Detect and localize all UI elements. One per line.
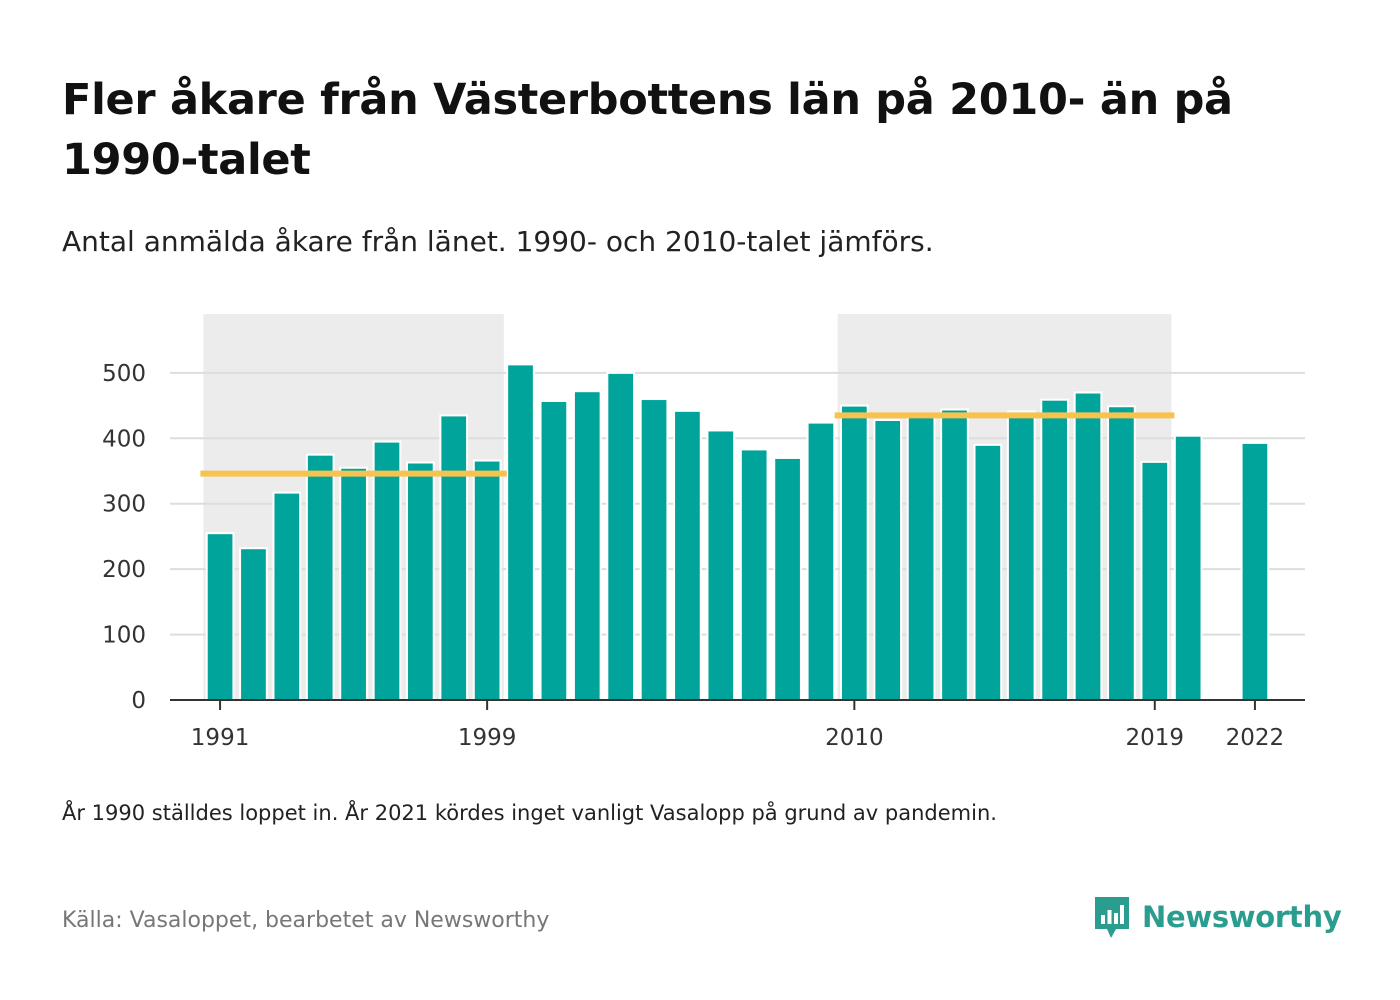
bar-2020: [1173, 434, 1203, 701]
bar-1996: [372, 440, 402, 702]
bar-2002: [572, 390, 602, 701]
newsworthy-logo-text: Newsworthy: [1142, 900, 1342, 934]
bar-chart: 0 100 200 300 400 500 1991 1999 2010 2019 2022: [102, 314, 1305, 751]
bar-1992: [239, 547, 268, 701]
y-tick-label: 300: [102, 492, 146, 518]
bar-2018: [1107, 405, 1136, 701]
bar-1991: [205, 532, 235, 701]
chart-subtitle: Antal anmälda åkare från länet. 1990- oc…: [62, 225, 934, 258]
bar-2007: [739, 448, 769, 701]
y-tick-label: 500: [102, 361, 146, 387]
decade-averages: [200, 412, 1175, 477]
bar-2022: [1240, 441, 1270, 702]
bar-2000: [506, 363, 535, 701]
axes: 0 100 200 300 400 500 1991 1999 2010 2019 2022: [102, 361, 1305, 751]
bar-2006: [706, 429, 736, 702]
bar-1993: [272, 491, 302, 701]
bar-2013: [940, 408, 969, 701]
bar-2008: [773, 456, 802, 701]
bars: [205, 363, 1270, 702]
x-tick-label: 2010: [825, 725, 884, 751]
bar-2014: [973, 443, 1003, 701]
bar-2011: [873, 418, 903, 701]
bar-2015: [1006, 410, 1036, 701]
newsworthy-logo: Newsworthy: [1092, 893, 1342, 941]
y-tick-label: 400: [102, 426, 146, 452]
chart-note: År 1990 ställdes loppet in. År 2021 körd…: [62, 801, 997, 825]
x-tick-label: 2019: [1126, 725, 1185, 751]
bar-2017: [1073, 391, 1103, 701]
bar-2003: [606, 371, 636, 702]
bar-1995: [339, 466, 368, 701]
newsworthy-logo-icon: [1095, 897, 1129, 938]
bar-2004: [639, 398, 669, 702]
bar-2010: [839, 404, 869, 701]
bar-2005: [673, 409, 702, 701]
bar-2012: [906, 413, 936, 702]
x-tick-label: 2022: [1226, 725, 1285, 751]
x-tick-label: 1991: [191, 725, 250, 751]
source-credit: Källa: Vasaloppet, bearbetet av Newswort…: [62, 908, 550, 933]
x-tick-label: 1999: [458, 725, 517, 751]
bar-2001: [539, 400, 569, 702]
bar-2009: [806, 421, 836, 701]
bar-2016: [1040, 398, 1069, 702]
chart-title: Fler åkare från Västerbottens län på 201…: [62, 75, 1233, 185]
y-tick-label: 0: [131, 688, 146, 714]
y-tick-label: 100: [102, 623, 146, 649]
bar-1994: [305, 453, 335, 701]
bar-1998: [439, 414, 469, 702]
bar-1999: [472, 459, 502, 701]
bar-1997: [406, 461, 435, 701]
y-tick-label: 200: [102, 557, 146, 583]
bar-2019: [1140, 460, 1170, 701]
